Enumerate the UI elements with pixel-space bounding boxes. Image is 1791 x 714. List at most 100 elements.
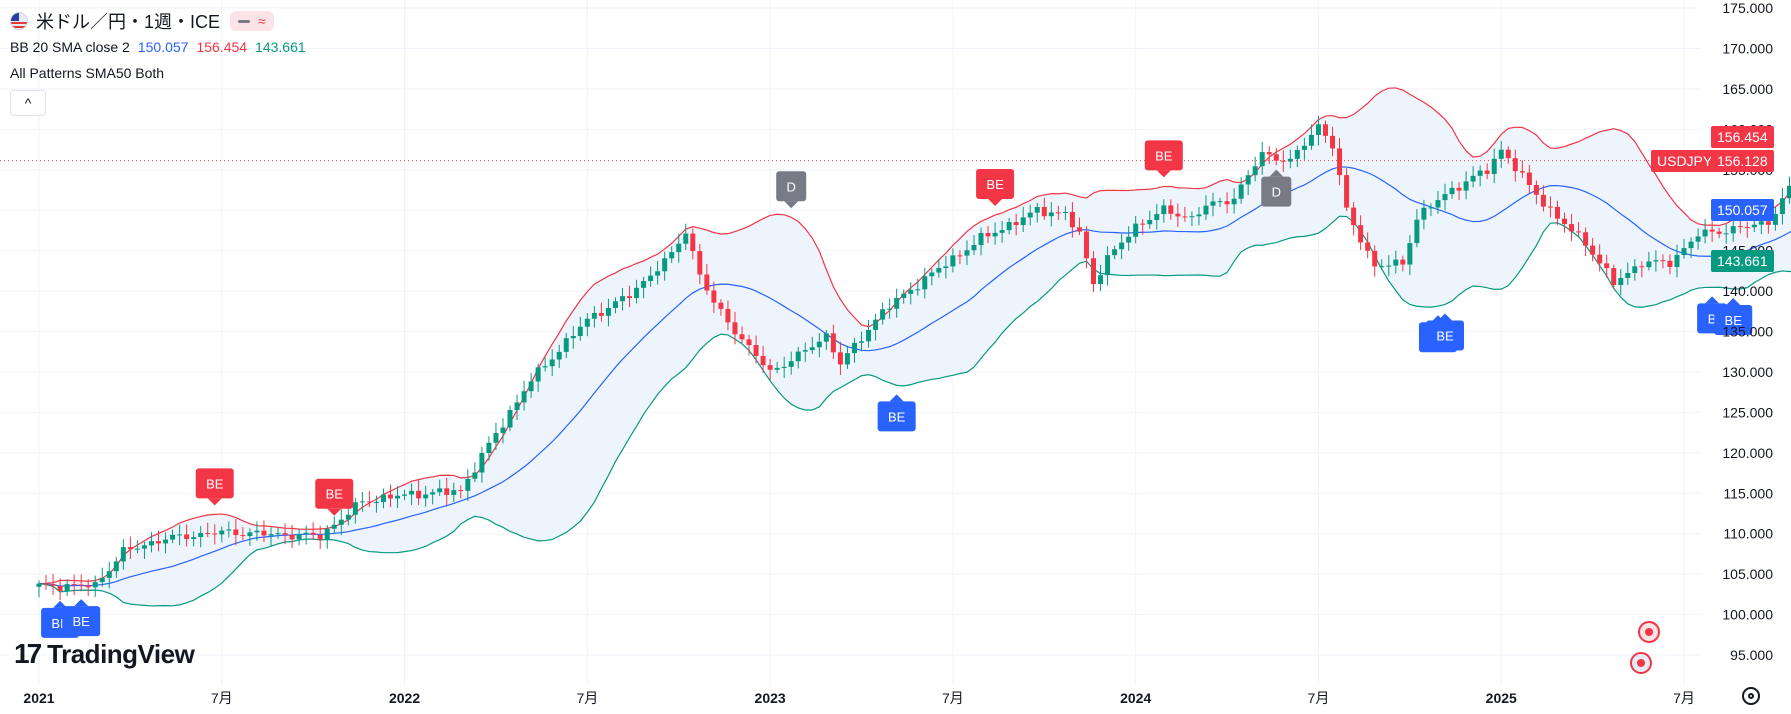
pattern-label: BE	[315, 478, 354, 516]
bb-indicator-row[interactable]: BB 20 SMA close 2 150.057 156.454 143.66…	[10, 34, 306, 60]
candle-body	[1765, 221, 1771, 225]
candle-body	[767, 365, 773, 370]
pattern-text: BE	[1155, 148, 1173, 163]
pattern-label: BE	[62, 599, 101, 637]
candle-body	[950, 255, 956, 267]
candle-body	[605, 307, 611, 316]
candle-body	[57, 585, 63, 591]
time-axis[interactable]: 20217月20227月20237月20247月20257月2026	[23, 690, 1791, 706]
pattern-pointer	[784, 201, 799, 209]
candle-body	[781, 366, 787, 368]
candle-body	[570, 336, 576, 339]
candle-body	[859, 341, 865, 343]
pattern-pointer	[1269, 169, 1284, 177]
candle-body	[549, 359, 555, 367]
candle-body	[1386, 265, 1392, 267]
candle-body	[1533, 184, 1539, 195]
candle-body	[837, 352, 843, 365]
collapse-legend-button[interactable]: ^	[10, 90, 46, 116]
candle-body	[704, 274, 710, 291]
pattern-pointer	[207, 498, 222, 506]
tradingview-logo[interactable]: 17 TradingView	[14, 638, 195, 670]
candle-body	[409, 490, 415, 495]
candle-body	[873, 319, 879, 330]
candle-body	[170, 534, 176, 540]
pattern-box	[776, 171, 807, 202]
candle-body	[1576, 231, 1582, 233]
candle-body	[303, 532, 309, 534]
pattern-label: D	[1261, 169, 1292, 207]
pattern-box	[315, 478, 354, 509]
candle-body	[106, 571, 112, 578]
candle-body	[1590, 245, 1596, 255]
pattern-box	[1261, 176, 1292, 207]
candle-body	[1330, 135, 1336, 149]
candle-body	[1203, 205, 1209, 215]
candle-body	[971, 245, 977, 251]
candle-body	[1611, 268, 1617, 285]
candle-body	[1695, 236, 1701, 242]
candle-body	[1294, 149, 1300, 159]
candle-body	[1041, 207, 1047, 217]
price-tick-label: 140.000	[1722, 283, 1773, 299]
pattern-text: BE	[986, 177, 1004, 192]
candle-body	[1126, 236, 1132, 243]
candle-body	[908, 290, 914, 294]
candle-body	[823, 333, 829, 342]
candle-body	[1175, 213, 1181, 217]
alert-icon[interactable]	[1638, 621, 1660, 643]
chevron-up-icon: ^	[24, 95, 32, 111]
pattern-label: BE	[976, 168, 1015, 206]
candle-body	[1112, 249, 1118, 256]
price-tick-label: 130.000	[1722, 364, 1773, 380]
event-flag-icon[interactable]	[1630, 652, 1652, 674]
candle-body	[1048, 212, 1054, 217]
candle-body	[1505, 149, 1511, 159]
candle-body	[1526, 172, 1532, 185]
candle-body	[1034, 207, 1040, 213]
bollinger-band-fill	[39, 87, 1791, 606]
candle-body	[92, 582, 98, 588]
pattern-pointer	[1156, 170, 1171, 178]
price-axis[interactable]: 175.000170.000165.000160.000155.000150.0…	[1722, 0, 1773, 663]
candle-body	[240, 535, 246, 537]
candle-body	[416, 490, 422, 499]
market-status-pill[interactable]: ≈	[230, 11, 274, 31]
candle-body	[1196, 214, 1202, 217]
candle-body	[205, 532, 211, 534]
gear-icon[interactable]	[1742, 687, 1760, 705]
candle-body	[1224, 201, 1230, 205]
patterns-indicator-row[interactable]: All Patterns SMA50 Both	[10, 60, 306, 86]
candle-body	[753, 345, 759, 356]
candle-body	[1674, 255, 1680, 267]
candle-body	[233, 529, 239, 536]
candle-body	[598, 312, 604, 316]
candle-body	[282, 533, 288, 535]
time-tick-label: 2024	[1120, 690, 1151, 706]
candle-body	[1779, 198, 1785, 214]
candle-body	[1540, 194, 1546, 207]
candle-body	[1027, 212, 1033, 218]
candle-body	[851, 342, 857, 354]
candle-body	[1358, 225, 1364, 243]
pattern-label: BE	[1714, 297, 1753, 335]
candle-body	[120, 547, 126, 562]
candle-body	[1322, 124, 1328, 136]
candle-body	[1681, 248, 1687, 256]
candle-body	[1280, 160, 1286, 162]
candle-body	[268, 534, 274, 536]
candle-body	[500, 427, 506, 434]
candle-body	[338, 519, 344, 525]
candle-body	[1442, 194, 1448, 201]
candle-body	[816, 341, 822, 348]
candle-body	[1013, 222, 1019, 226]
candle-body	[1604, 263, 1610, 269]
candle-body	[1365, 242, 1371, 251]
candle-body	[1259, 152, 1265, 167]
symbol-title[interactable]: 米ドル／円・1週・ICE	[36, 12, 221, 32]
price-tick-label: 125.000	[1722, 404, 1773, 420]
candle-body	[191, 537, 197, 540]
candle-body	[99, 577, 105, 583]
candle-body	[78, 584, 84, 586]
